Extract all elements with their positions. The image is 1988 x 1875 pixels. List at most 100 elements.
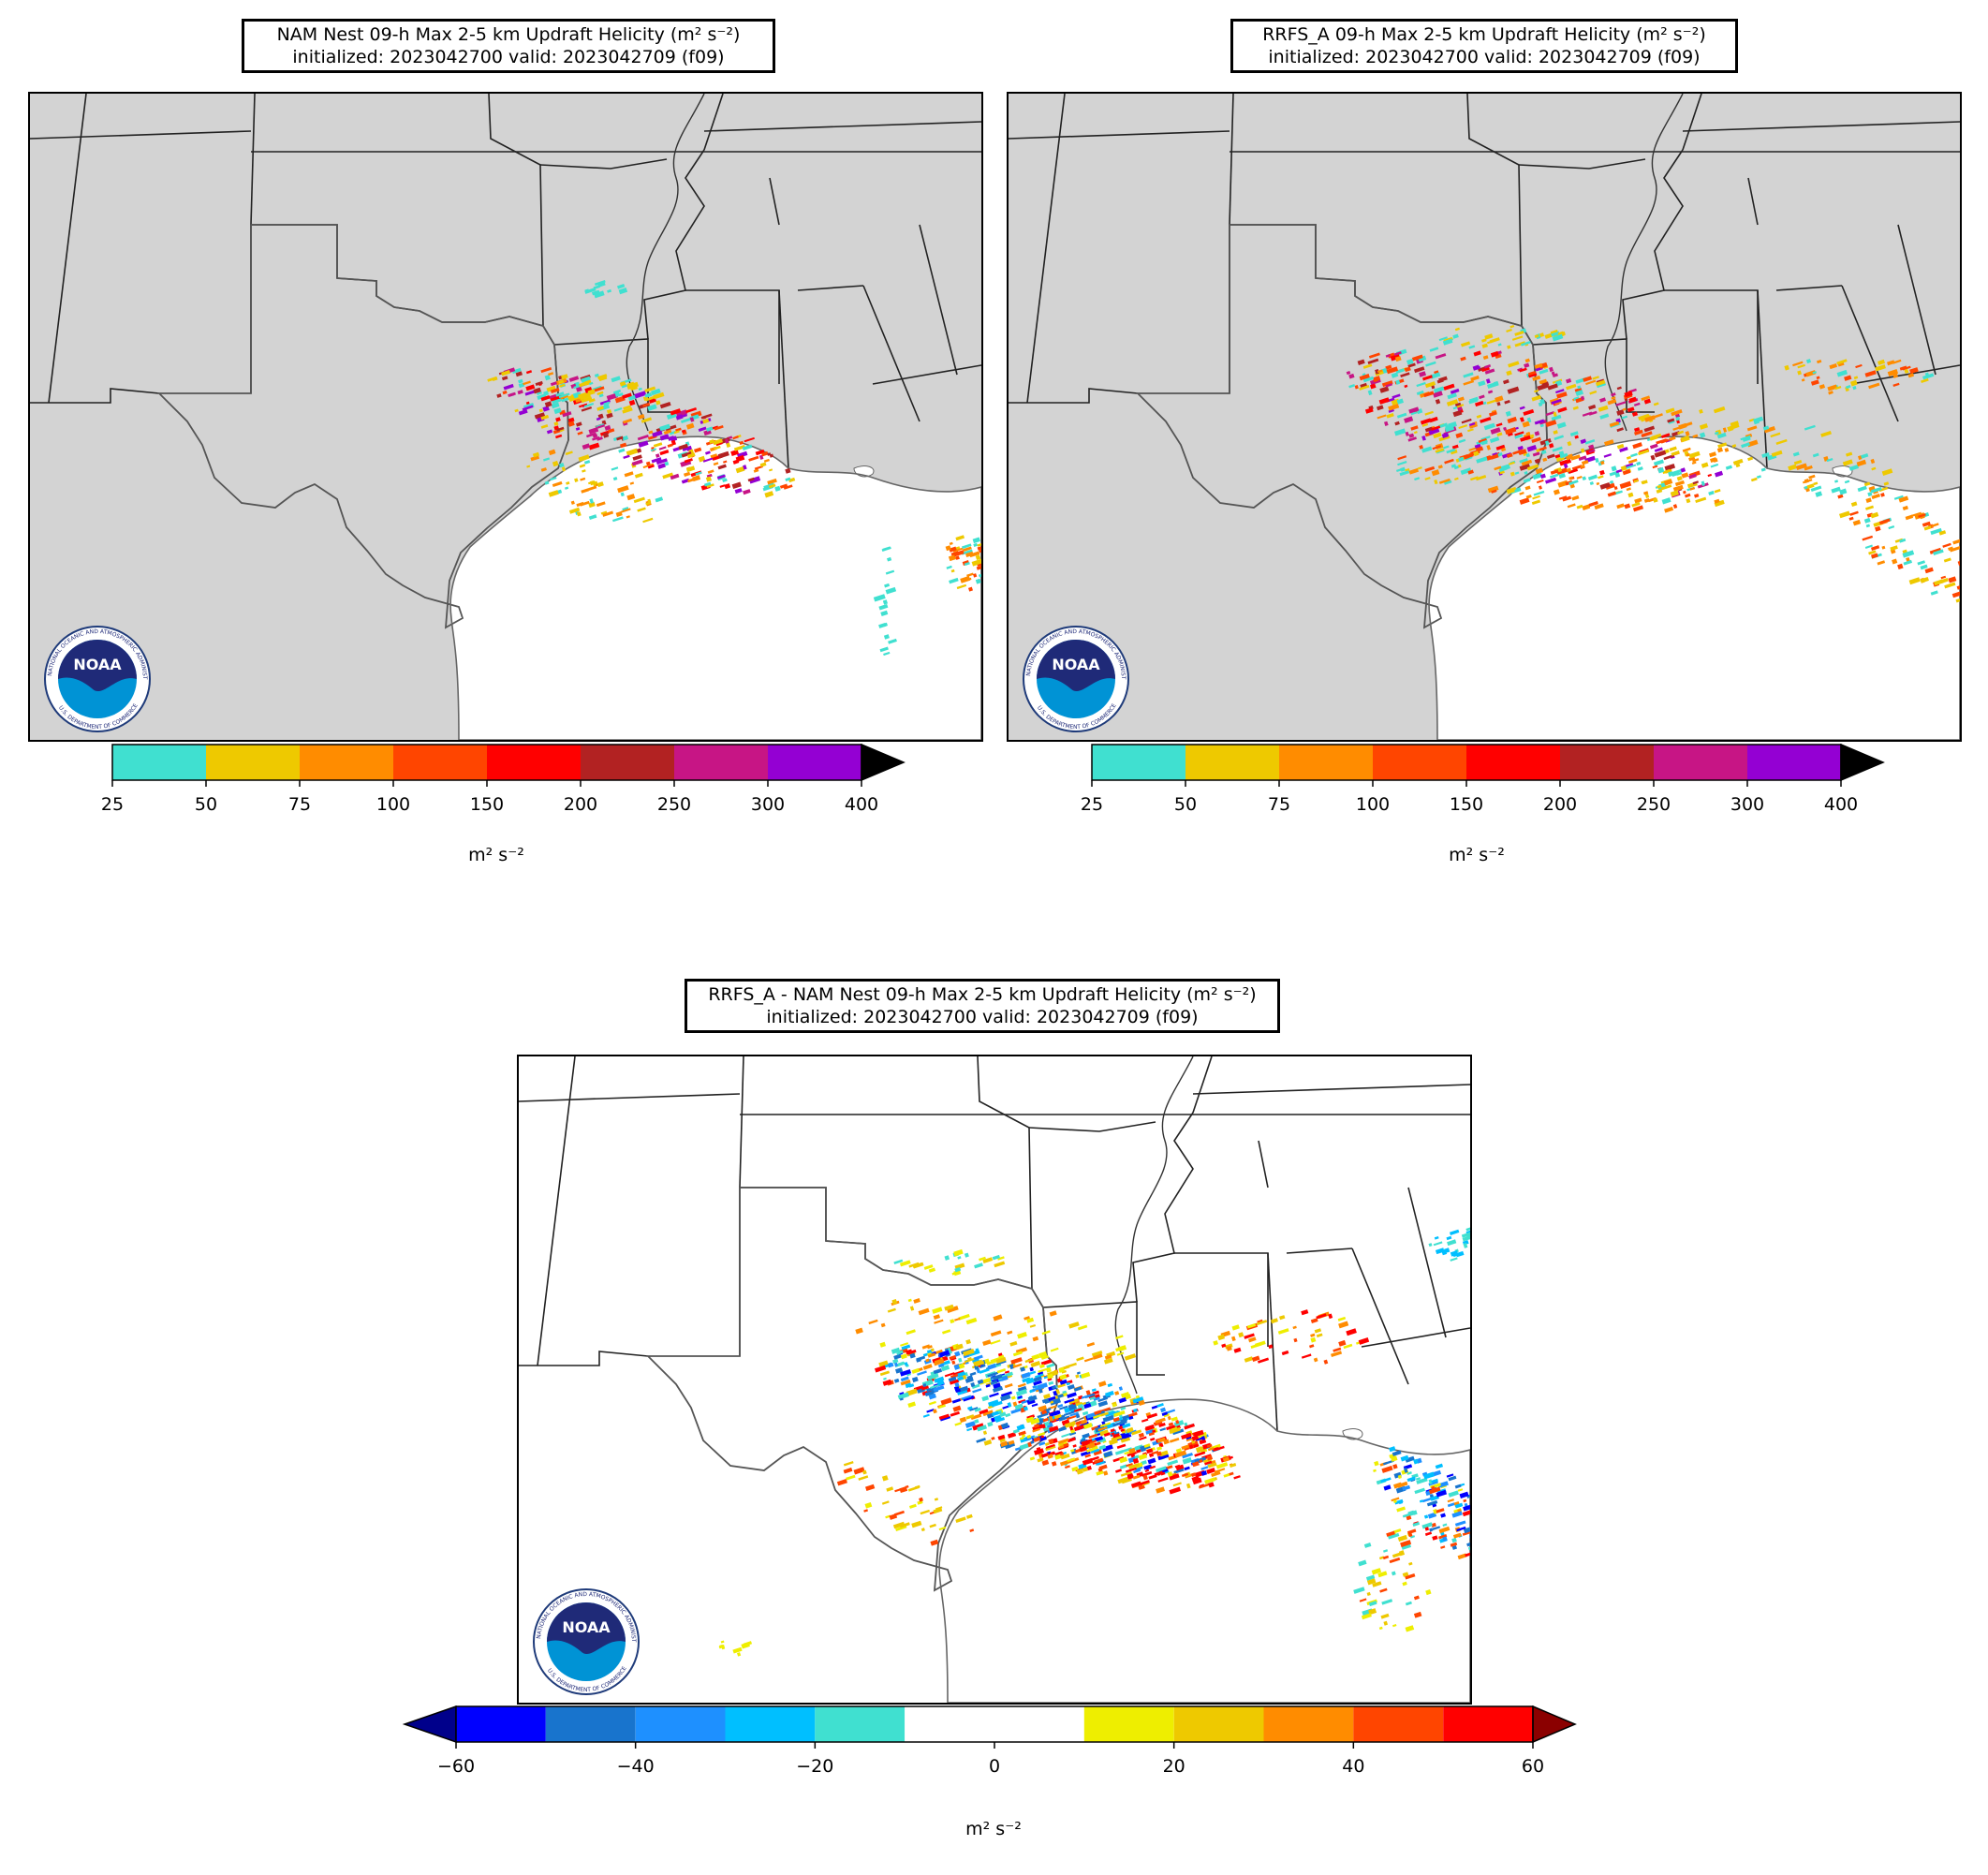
helicity-cell [1069, 1398, 1079, 1404]
helicity-field [487, 280, 981, 657]
helicity-cell [1549, 366, 1554, 373]
helicity-cell [1091, 1425, 1099, 1431]
helicity-cell [886, 1486, 894, 1492]
helicity-cell [1009, 1364, 1015, 1370]
helicity-cell [1404, 384, 1408, 389]
helicity-cell [1343, 1343, 1353, 1350]
helicity-cell [559, 383, 566, 388]
helicity-cell [1377, 1571, 1388, 1578]
helicity-cell [652, 430, 663, 437]
helicity-cell [1627, 406, 1635, 413]
helicity-cell [1460, 341, 1471, 347]
helicity-cell [934, 1319, 944, 1324]
helicity-cell [1724, 448, 1730, 452]
helicity-cell [1333, 1347, 1342, 1352]
helicity-cell [1877, 560, 1886, 566]
helicity-cell [1443, 445, 1450, 450]
helicity-cell [1447, 1502, 1455, 1508]
helicity-cell [1152, 1450, 1159, 1455]
helicity-cell [961, 549, 973, 555]
helicity-cell [1508, 432, 1513, 436]
helicity-cell [1922, 521, 1931, 527]
helicity-cell [1588, 444, 1595, 450]
helicity-cell [1033, 1380, 1042, 1386]
helicity-cell [1699, 422, 1708, 430]
helicity-cell [1010, 1408, 1022, 1414]
helicity-cell [596, 424, 606, 429]
helicity-cell [1067, 1437, 1076, 1443]
helicity-cell [888, 638, 897, 644]
state-boundary [30, 130, 252, 140]
mississippi-river [626, 94, 705, 432]
helicity-cell [1897, 563, 1904, 570]
helicity-cell [1054, 1454, 1062, 1460]
helicity-cell [1911, 511, 1922, 517]
helicity-cell [1628, 396, 1637, 404]
helicity-cell [1057, 1382, 1067, 1388]
helicity-cell [1532, 495, 1540, 500]
helicity-cell [1519, 497, 1530, 505]
colorbar-tick-label: 250 [1637, 794, 1671, 815]
helicity-cell [596, 481, 604, 488]
helicity-cell [908, 1503, 917, 1509]
helicity-cell [555, 391, 565, 397]
noaa-logo: NOAA NATIONAL OCEANIC AND ATMOSPHERIC ADM… [31, 618, 161, 739]
helicity-cell [1098, 1444, 1107, 1451]
helicity-cell [1428, 1243, 1433, 1248]
helicity-cell [763, 458, 770, 463]
helicity-cell [736, 1652, 742, 1657]
helicity-cell [589, 498, 595, 504]
helicity-cell [936, 1380, 945, 1386]
helicity-cell [1138, 1453, 1148, 1460]
helicity-cell [1126, 1426, 1134, 1434]
helicity-cell [944, 1372, 955, 1378]
helicity-cell [1675, 416, 1681, 421]
helicity-cell [1029, 1456, 1036, 1461]
helicity-cell [598, 393, 604, 398]
helicity-cell [1127, 1451, 1137, 1457]
helicity-cell [1630, 452, 1638, 458]
helicity-cell [1545, 420, 1557, 427]
helicity-cell [1370, 383, 1377, 390]
helicity-cell [1595, 379, 1606, 387]
colorbar-segment [1466, 745, 1560, 780]
helicity-cell [702, 418, 710, 424]
helicity-cell [565, 486, 569, 490]
helicity-cell [1480, 417, 1492, 423]
helicity-cell [1487, 390, 1494, 394]
helicity-cell [1038, 1388, 1043, 1394]
helicity-cell [1544, 440, 1550, 446]
state-boundary [1466, 94, 1523, 327]
helicity-cell [1580, 438, 1587, 445]
helicity-cell [1448, 1475, 1457, 1482]
helicity-cell [1392, 1528, 1402, 1534]
helicity-cell [633, 496, 645, 504]
helicity-cell [1115, 1469, 1122, 1473]
helicity-cell [1463, 1504, 1470, 1512]
helicity-cell [518, 408, 528, 416]
helicity-cell [1948, 546, 1954, 551]
helicity-cell [1411, 354, 1423, 362]
helicity-cell [934, 1376, 945, 1383]
helicity-cell [1207, 1462, 1217, 1469]
texas-border [156, 224, 569, 629]
helicity-cell [1632, 505, 1644, 512]
helicity-cell [1875, 525, 1881, 532]
helicity-cell [1619, 447, 1628, 453]
helicity-cell [1277, 1328, 1289, 1335]
helicity-cell [1483, 422, 1495, 431]
helicity-cell [901, 1362, 906, 1366]
helicity-cell [1664, 506, 1674, 513]
helicity-cell [1114, 1391, 1120, 1395]
helicity-cell [1429, 347, 1439, 352]
helicity-cell [1514, 330, 1524, 336]
helicity-cell [1173, 1468, 1185, 1474]
helicity-cell [1386, 413, 1394, 419]
helicity-cell [1902, 505, 1908, 511]
helicity-cell [1532, 472, 1543, 480]
helicity-cell [1200, 1470, 1208, 1476]
helicity-cell [1389, 1557, 1401, 1564]
helicity-cell [568, 507, 581, 514]
helicity-cell [1381, 1465, 1393, 1473]
helicity-cell [1507, 486, 1517, 493]
